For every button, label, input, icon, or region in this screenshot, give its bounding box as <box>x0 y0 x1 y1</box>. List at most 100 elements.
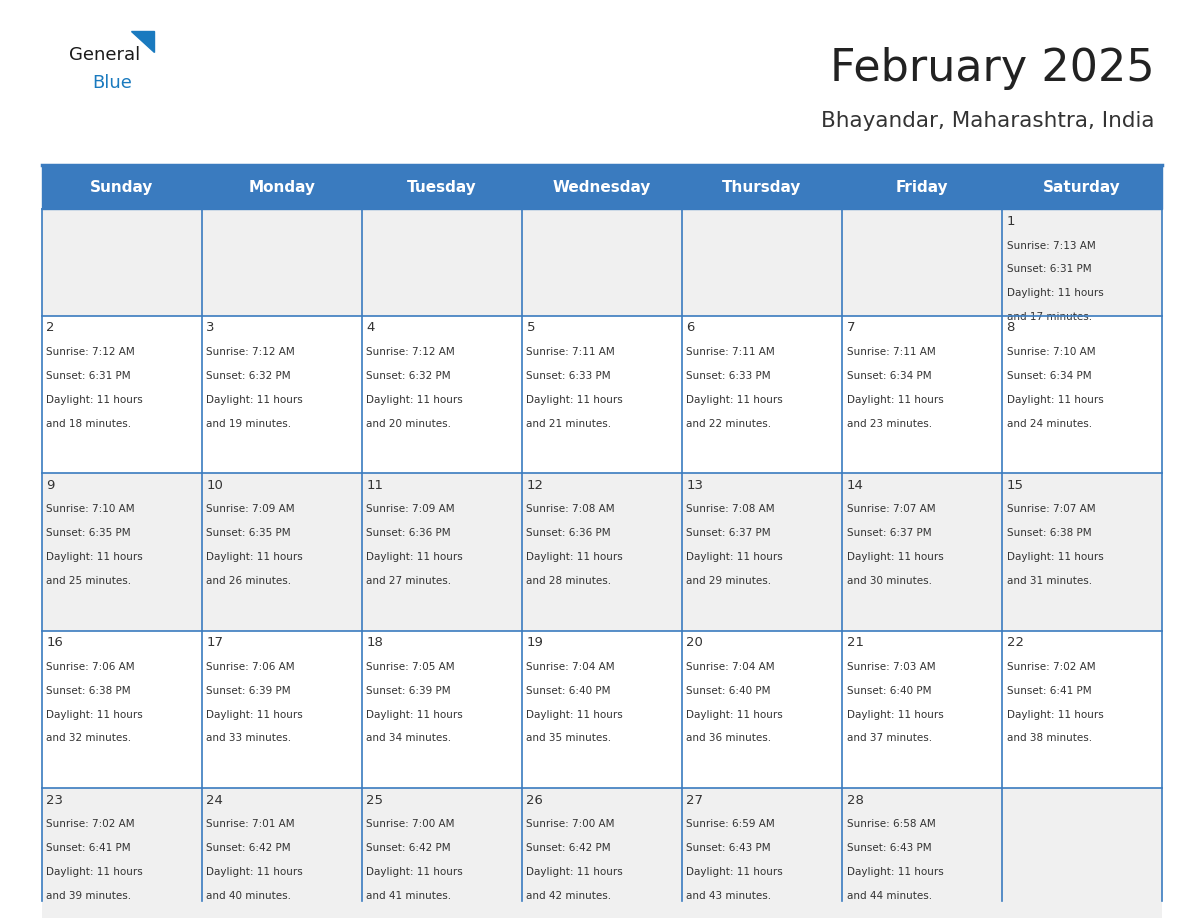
Bar <box>361 316 522 473</box>
Bar <box>682 473 842 631</box>
Text: and 17 minutes.: and 17 minutes. <box>1006 312 1092 322</box>
Text: Daylight: 11 hours: Daylight: 11 hours <box>207 395 303 405</box>
Text: 26: 26 <box>526 793 543 807</box>
Text: Sunrise: 7:01 AM: Sunrise: 7:01 AM <box>207 819 295 829</box>
Text: Friday: Friday <box>896 180 948 195</box>
Text: Daylight: 11 hours: Daylight: 11 hours <box>847 395 943 405</box>
Text: Tuesday: Tuesday <box>406 180 476 195</box>
Text: Daylight: 11 hours: Daylight: 11 hours <box>526 710 624 720</box>
Text: Daylight: 11 hours: Daylight: 11 hours <box>687 867 783 877</box>
Text: Sunrise: 6:59 AM: Sunrise: 6:59 AM <box>687 819 776 829</box>
Text: Daylight: 11 hours: Daylight: 11 hours <box>1006 288 1104 298</box>
Text: Sunrise: 7:03 AM: Sunrise: 7:03 AM <box>847 662 935 672</box>
Text: 5: 5 <box>526 321 535 334</box>
Text: Sunrise: 7:04 AM: Sunrise: 7:04 AM <box>526 662 615 672</box>
Text: and 34 minutes.: and 34 minutes. <box>366 733 451 744</box>
Text: Bhayandar, Maharashtra, India: Bhayandar, Maharashtra, India <box>821 111 1155 131</box>
Text: 9: 9 <box>46 478 55 492</box>
Text: Sunset: 6:38 PM: Sunset: 6:38 PM <box>1006 528 1092 538</box>
Text: Sunset: 6:40 PM: Sunset: 6:40 PM <box>526 686 611 696</box>
Bar <box>1001 473 1162 631</box>
Bar <box>361 209 522 316</box>
Text: 25: 25 <box>366 793 384 807</box>
Text: 12: 12 <box>526 478 543 492</box>
Text: and 41 minutes.: and 41 minutes. <box>366 890 451 901</box>
Text: Sunset: 6:33 PM: Sunset: 6:33 PM <box>526 371 611 381</box>
Text: Sunset: 6:34 PM: Sunset: 6:34 PM <box>1006 371 1092 381</box>
Text: Sunrise: 7:07 AM: Sunrise: 7:07 AM <box>847 504 935 514</box>
Text: Sunset: 6:42 PM: Sunset: 6:42 PM <box>366 843 451 853</box>
Text: Daylight: 11 hours: Daylight: 11 hours <box>366 710 463 720</box>
Text: 7: 7 <box>847 321 855 334</box>
Text: Daylight: 11 hours: Daylight: 11 hours <box>687 395 783 405</box>
Bar <box>842 788 1001 918</box>
Text: and 37 minutes.: and 37 minutes. <box>847 733 931 744</box>
Text: Sunset: 6:35 PM: Sunset: 6:35 PM <box>207 528 291 538</box>
Text: Saturday: Saturday <box>1043 180 1120 195</box>
Text: Thursday: Thursday <box>722 180 802 195</box>
Text: 23: 23 <box>46 793 63 807</box>
Text: Daylight: 11 hours: Daylight: 11 hours <box>46 867 143 877</box>
Text: Sunset: 6:42 PM: Sunset: 6:42 PM <box>526 843 611 853</box>
Bar <box>42 165 1162 209</box>
Text: 15: 15 <box>1006 478 1024 492</box>
Text: 6: 6 <box>687 321 695 334</box>
Text: Sunrise: 7:00 AM: Sunrise: 7:00 AM <box>366 819 455 829</box>
Text: Sunrise: 7:02 AM: Sunrise: 7:02 AM <box>46 819 135 829</box>
Text: Sunset: 6:36 PM: Sunset: 6:36 PM <box>526 528 611 538</box>
Text: Sunset: 6:34 PM: Sunset: 6:34 PM <box>847 371 931 381</box>
Text: Daylight: 11 hours: Daylight: 11 hours <box>207 867 303 877</box>
Text: and 27 minutes.: and 27 minutes. <box>366 576 451 586</box>
Text: Sunset: 6:41 PM: Sunset: 6:41 PM <box>1006 686 1092 696</box>
Text: Sunrise: 7:04 AM: Sunrise: 7:04 AM <box>687 662 775 672</box>
Text: Daylight: 11 hours: Daylight: 11 hours <box>46 710 143 720</box>
Text: 24: 24 <box>207 793 223 807</box>
Text: Daylight: 11 hours: Daylight: 11 hours <box>366 867 463 877</box>
Text: and 31 minutes.: and 31 minutes. <box>1006 576 1092 586</box>
Text: 2: 2 <box>46 321 55 334</box>
Text: Daylight: 11 hours: Daylight: 11 hours <box>687 552 783 562</box>
Text: 16: 16 <box>46 636 63 649</box>
Text: Sunset: 6:32 PM: Sunset: 6:32 PM <box>366 371 451 381</box>
Text: Daylight: 11 hours: Daylight: 11 hours <box>847 552 943 562</box>
Bar <box>202 316 361 473</box>
Text: and 36 minutes.: and 36 minutes. <box>687 733 772 744</box>
Text: and 39 minutes.: and 39 minutes. <box>46 890 132 901</box>
Bar <box>42 473 202 631</box>
Polygon shape <box>131 31 154 52</box>
Text: Daylight: 11 hours: Daylight: 11 hours <box>46 552 143 562</box>
Text: Sunrise: 7:00 AM: Sunrise: 7:00 AM <box>526 819 615 829</box>
Text: and 30 minutes.: and 30 minutes. <box>847 576 931 586</box>
Bar <box>361 631 522 788</box>
Text: Daylight: 11 hours: Daylight: 11 hours <box>1006 552 1104 562</box>
Bar <box>522 316 682 473</box>
Text: Sunrise: 7:07 AM: Sunrise: 7:07 AM <box>1006 504 1095 514</box>
Text: Sunset: 6:40 PM: Sunset: 6:40 PM <box>847 686 931 696</box>
Text: 4: 4 <box>366 321 374 334</box>
Text: 14: 14 <box>847 478 864 492</box>
Text: and 28 minutes.: and 28 minutes. <box>526 576 612 586</box>
Text: Sunrise: 7:11 AM: Sunrise: 7:11 AM <box>847 347 935 357</box>
Text: 10: 10 <box>207 478 223 492</box>
Text: Daylight: 11 hours: Daylight: 11 hours <box>366 552 463 562</box>
Bar <box>842 473 1001 631</box>
Bar <box>682 316 842 473</box>
Text: Sunset: 6:32 PM: Sunset: 6:32 PM <box>207 371 291 381</box>
Text: 28: 28 <box>847 793 864 807</box>
Bar <box>361 473 522 631</box>
Text: Daylight: 11 hours: Daylight: 11 hours <box>207 552 303 562</box>
Text: Daylight: 11 hours: Daylight: 11 hours <box>847 710 943 720</box>
Text: Sunset: 6:42 PM: Sunset: 6:42 PM <box>207 843 291 853</box>
Text: Sunset: 6:38 PM: Sunset: 6:38 PM <box>46 686 131 696</box>
Text: Wednesday: Wednesday <box>552 180 651 195</box>
Text: Sunrise: 7:12 AM: Sunrise: 7:12 AM <box>46 347 135 357</box>
Text: Daylight: 11 hours: Daylight: 11 hours <box>1006 395 1104 405</box>
Text: Daylight: 11 hours: Daylight: 11 hours <box>526 395 624 405</box>
Bar <box>202 209 361 316</box>
Text: Daylight: 11 hours: Daylight: 11 hours <box>207 710 303 720</box>
Text: and 43 minutes.: and 43 minutes. <box>687 890 772 901</box>
Text: 8: 8 <box>1006 321 1015 334</box>
Text: Sunset: 6:35 PM: Sunset: 6:35 PM <box>46 528 131 538</box>
Text: Sunset: 6:37 PM: Sunset: 6:37 PM <box>847 528 931 538</box>
Text: Sunrise: 7:13 AM: Sunrise: 7:13 AM <box>1006 241 1095 251</box>
